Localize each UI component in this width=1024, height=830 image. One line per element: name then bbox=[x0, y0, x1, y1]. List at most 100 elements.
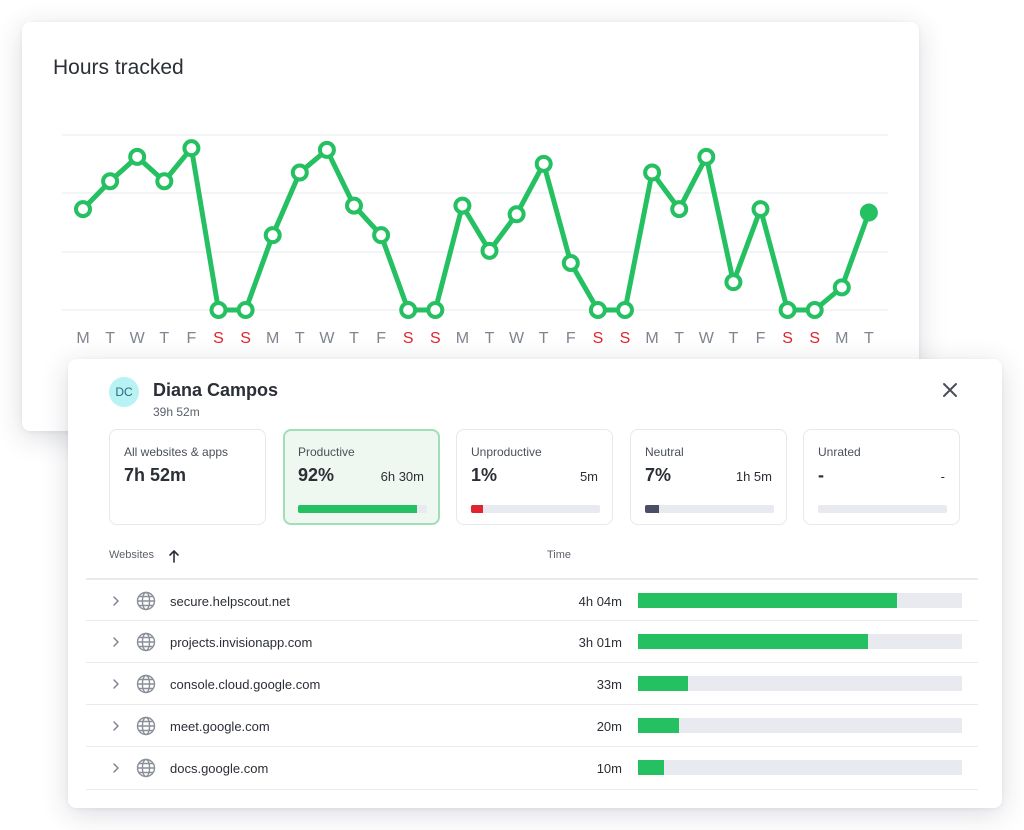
column-header-time[interactable]: Time bbox=[547, 549, 572, 561]
data-point bbox=[588, 301, 607, 319]
data-point bbox=[724, 273, 743, 292]
data-point bbox=[751, 200, 770, 219]
column-header-websites[interactable]: Websites bbox=[109, 549, 155, 561]
stat-time: 5m bbox=[579, 469, 598, 484]
globe-icon bbox=[136, 716, 156, 736]
stat-neutral[interactable]: Neutral 7% 1h 5m bbox=[630, 429, 787, 525]
x-tick-label: S bbox=[430, 330, 441, 347]
stat-progress-track bbox=[471, 505, 600, 513]
data-point bbox=[155, 172, 174, 191]
data-point bbox=[453, 196, 472, 215]
time-bar-track bbox=[638, 593, 962, 608]
time-bar-fill bbox=[638, 593, 898, 608]
stat-progress-track bbox=[645, 505, 774, 513]
time-bar-fill bbox=[638, 634, 869, 649]
stat-label: Productive bbox=[298, 445, 355, 459]
stat-productive[interactable]: Productive 92% 6h 30m bbox=[283, 429, 440, 525]
table-row[interactable]: docs.google.com 10m bbox=[86, 746, 978, 789]
table-row[interactable]: secure.helpscout.net 4h 04m bbox=[86, 578, 978, 622]
close-icon bbox=[943, 383, 957, 397]
time-bar-fill bbox=[638, 676, 689, 691]
stat-progress-fill bbox=[471, 505, 483, 513]
user-total-time: 39h 52m bbox=[153, 405, 200, 419]
x-tick-label: S bbox=[213, 330, 224, 347]
data-point bbox=[832, 278, 851, 297]
stat-time: 1h 5m bbox=[735, 469, 772, 484]
data-point bbox=[616, 301, 634, 319]
data-point bbox=[805, 301, 824, 319]
chevron-right-icon[interactable] bbox=[110, 719, 122, 733]
stat-value: 1% bbox=[471, 465, 498, 485]
data-point bbox=[426, 301, 445, 319]
data-point bbox=[372, 226, 391, 245]
x-tick-label: W bbox=[699, 330, 715, 347]
x-tick-label: F bbox=[187, 330, 197, 347]
x-tick-label: W bbox=[319, 330, 335, 347]
chevron-right-icon[interactable] bbox=[110, 761, 122, 775]
time-bar-fill bbox=[638, 718, 679, 733]
x-tick-label: M bbox=[266, 330, 279, 347]
data-point bbox=[74, 200, 92, 219]
website-name: projects.invisionapp.com bbox=[170, 635, 313, 650]
table-row[interactable]: projects.invisionapp.com 3h 01m bbox=[86, 620, 978, 663]
x-tick-label: S bbox=[403, 330, 414, 347]
table-row[interactable]: meet.google.com 20m bbox=[86, 704, 978, 747]
table-row[interactable]: console.cloud.google.com 33m bbox=[86, 662, 978, 705]
time-bar-fill bbox=[638, 760, 664, 775]
stat-value: 7% bbox=[645, 465, 672, 485]
stat-unproductive[interactable]: Unproductive 1% 5m bbox=[456, 429, 613, 525]
avatar: DC bbox=[109, 377, 139, 407]
data-point bbox=[209, 301, 228, 319]
arrow-up-icon[interactable] bbox=[168, 549, 180, 563]
stat-unrated[interactable]: Unrated - - bbox=[803, 429, 960, 525]
time-bar-track bbox=[638, 760, 962, 775]
stat-value: - bbox=[818, 465, 824, 485]
time-bar-track bbox=[638, 634, 962, 649]
x-tick-label: F bbox=[376, 330, 386, 347]
x-tick-label: T bbox=[295, 330, 305, 347]
data-point bbox=[345, 196, 363, 215]
x-tick-label: S bbox=[240, 330, 251, 347]
stat-label: All websites & apps bbox=[124, 445, 229, 459]
data-point bbox=[561, 254, 580, 273]
chevron-right-icon[interactable] bbox=[110, 677, 122, 691]
data-point bbox=[263, 226, 282, 245]
user-detail-panel: DC Diana Campos 39h 52m All websites & a… bbox=[68, 359, 1002, 808]
stat-value: 92% bbox=[298, 465, 335, 485]
user-name: Diana Campos bbox=[153, 380, 279, 400]
data-point bbox=[128, 147, 147, 166]
x-tick-label: T bbox=[349, 330, 359, 347]
stat-progress-fill bbox=[645, 505, 660, 513]
globe-icon bbox=[136, 758, 156, 778]
x-tick-label: T bbox=[485, 330, 495, 347]
stat-all-websites[interactable]: All websites & apps 7h 52m bbox=[109, 429, 266, 525]
website-name: console.cloud.google.com bbox=[170, 677, 321, 692]
x-tick-label: S bbox=[593, 330, 604, 347]
data-point bbox=[236, 301, 255, 319]
data-point bbox=[317, 140, 336, 159]
x-tick-label: T bbox=[105, 330, 115, 347]
globe-icon bbox=[136, 632, 156, 652]
stat-time: 6h 30m bbox=[380, 469, 424, 484]
data-point bbox=[778, 301, 797, 319]
data-point bbox=[670, 200, 689, 219]
x-tick-label: S bbox=[809, 330, 820, 347]
data-point bbox=[534, 154, 553, 173]
data-point bbox=[859, 203, 878, 222]
chevron-right-icon[interactable] bbox=[110, 594, 122, 608]
website-time: 10m bbox=[596, 761, 622, 776]
x-tick-label: M bbox=[835, 330, 848, 347]
website-name: docs.google.com bbox=[170, 761, 269, 776]
website-time: 33m bbox=[596, 677, 622, 692]
website-time: 3h 01m bbox=[578, 635, 622, 650]
stat-label: Unrated bbox=[818, 445, 861, 459]
chevron-right-icon[interactable] bbox=[110, 635, 122, 649]
stat-time: - bbox=[940, 469, 945, 484]
x-tick-label: S bbox=[782, 330, 793, 347]
stat-label: Unproductive bbox=[471, 445, 542, 459]
x-tick-label: F bbox=[566, 330, 576, 347]
close-button[interactable] bbox=[938, 378, 962, 402]
website-name: meet.google.com bbox=[170, 719, 270, 734]
stat-progress-track bbox=[298, 505, 427, 513]
globe-icon bbox=[136, 674, 156, 694]
